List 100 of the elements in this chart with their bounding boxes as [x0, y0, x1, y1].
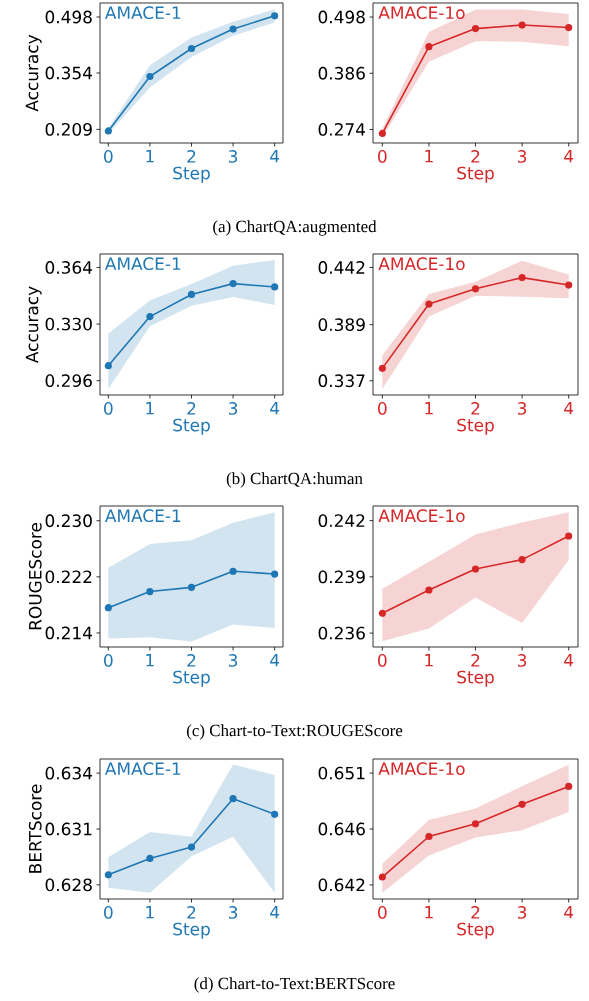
- point: [104, 362, 112, 370]
- x-tick-label: 1: [425, 906, 433, 919]
- x-tick-label: 1: [146, 654, 154, 667]
- x-tick-label: 0: [378, 906, 387, 919]
- y-axis-title: ROUGEScore: [28, 522, 42, 630]
- y-tick-label: 0.498: [45, 10, 92, 24]
- point: [187, 44, 196, 53]
- x-tick-label: 3: [229, 654, 238, 667]
- y-tick-label: 0.389: [318, 318, 365, 332]
- point: [425, 43, 433, 51]
- x-tick-label: 1: [146, 906, 154, 919]
- point: [471, 285, 480, 293]
- y-tick-label: 0.337: [318, 374, 365, 388]
- y-axis-title: BERTScore: [28, 784, 42, 873]
- x-tick-label: 2: [471, 906, 480, 919]
- y-tick-label: 0.642: [318, 878, 365, 892]
- x-tick-label: 3: [229, 402, 238, 415]
- text: (a) ChartQA:augmented: [213, 220, 377, 236]
- point: [378, 609, 386, 617]
- point: [104, 604, 112, 612]
- x-tick-label: 2: [187, 150, 196, 163]
- x-tick-label: 1: [146, 150, 154, 163]
- y-tick-label: 0.354: [45, 66, 93, 80]
- x-tick-label: 4: [270, 906, 280, 919]
- x-tick-label: 0: [378, 654, 387, 667]
- x-tick-label: 1: [146, 402, 154, 415]
- x-axis-title: Step: [457, 670, 494, 687]
- y-tick-label: 0.274: [318, 123, 366, 136]
- x-tick-label: 1: [425, 654, 433, 667]
- x-axis-title: Step: [173, 922, 210, 939]
- x-tick-label: 4: [564, 654, 574, 667]
- point: [271, 810, 279, 818]
- series-label: AMACE-1: [104, 257, 181, 271]
- x-tick-label: 0: [378, 402, 387, 415]
- point: [229, 280, 237, 288]
- x-tick-label: 2: [187, 906, 196, 919]
- x-tick-label: 2: [471, 402, 480, 415]
- text: AMACE-1o: [378, 762, 465, 776]
- point: [518, 274, 526, 282]
- x-axis-title: Step: [173, 166, 210, 183]
- y-tick-label: 0.222: [45, 570, 92, 584]
- y-tick-label: 0.242: [318, 514, 365, 528]
- x-tick-label: 0: [104, 906, 113, 919]
- y-tick-label: 0.442: [318, 261, 365, 274]
- y-tick-label: 0.330: [45, 317, 92, 331]
- x-tick-label: 3: [518, 402, 527, 415]
- point: [425, 832, 433, 841]
- x-tick-label: 0: [104, 654, 113, 667]
- point: [518, 556, 526, 564]
- point: [187, 583, 196, 591]
- x-axis-title: Step: [173, 670, 210, 687]
- point: [271, 283, 279, 291]
- point: [229, 795, 237, 803]
- y-tick-label: 0.296: [45, 374, 92, 388]
- point: [146, 854, 154, 863]
- x-tick-label: 3: [229, 906, 238, 919]
- y-axis-title: Accuracy: [25, 34, 42, 112]
- y-tick-label: 0.239: [318, 570, 365, 584]
- point: [229, 25, 237, 33]
- x-tick-label: 3: [518, 150, 527, 163]
- x-tick-label: 2: [187, 654, 196, 667]
- x-tick-label: 1: [425, 150, 433, 163]
- y-tick-label: 0.634: [45, 766, 93, 780]
- text: AMACE-1o: [378, 509, 465, 523]
- x-axis-title: Step: [457, 418, 494, 435]
- x-tick-label: 2: [471, 654, 480, 667]
- text: AMACE-1: [104, 762, 181, 776]
- point: [146, 312, 154, 321]
- point: [271, 570, 279, 578]
- point: [271, 12, 279, 20]
- point: [425, 586, 433, 594]
- y-tick-label: 0.236: [318, 626, 365, 640]
- point: [565, 281, 573, 289]
- x-tick-label: 4: [564, 402, 574, 415]
- y-tick-label: 0.230: [45, 514, 92, 528]
- point: [425, 300, 433, 308]
- x-tick-label: 1: [425, 402, 433, 415]
- x-tick-label: 4: [270, 654, 280, 667]
- y-tick-label: 0.214: [45, 626, 93, 640]
- point: [378, 364, 386, 372]
- x-tick-label: 2: [187, 402, 196, 415]
- text: (c) Chart-to-Text:ROUGEScore: [186, 724, 403, 740]
- point: [104, 127, 112, 135]
- series-label: AMACE-1o: [378, 6, 465, 20]
- point: [471, 565, 480, 573]
- y-tick-label: 0.386: [318, 66, 365, 80]
- x-tick-label: 3: [229, 150, 238, 163]
- point: [378, 873, 386, 881]
- point: [518, 21, 526, 29]
- point: [471, 820, 480, 828]
- x-tick-label: 0: [104, 150, 113, 163]
- x-tick-label: 4: [270, 150, 280, 163]
- point: [565, 23, 573, 32]
- text: AMACE-1: [104, 509, 181, 523]
- point: [471, 24, 480, 33]
- y-tick-label: 0.209: [45, 122, 92, 136]
- x-tick-label: 4: [564, 906, 574, 919]
- point: [565, 532, 573, 540]
- x-axis-title: Step: [457, 166, 494, 183]
- y-tick-label: 0.628: [45, 878, 92, 892]
